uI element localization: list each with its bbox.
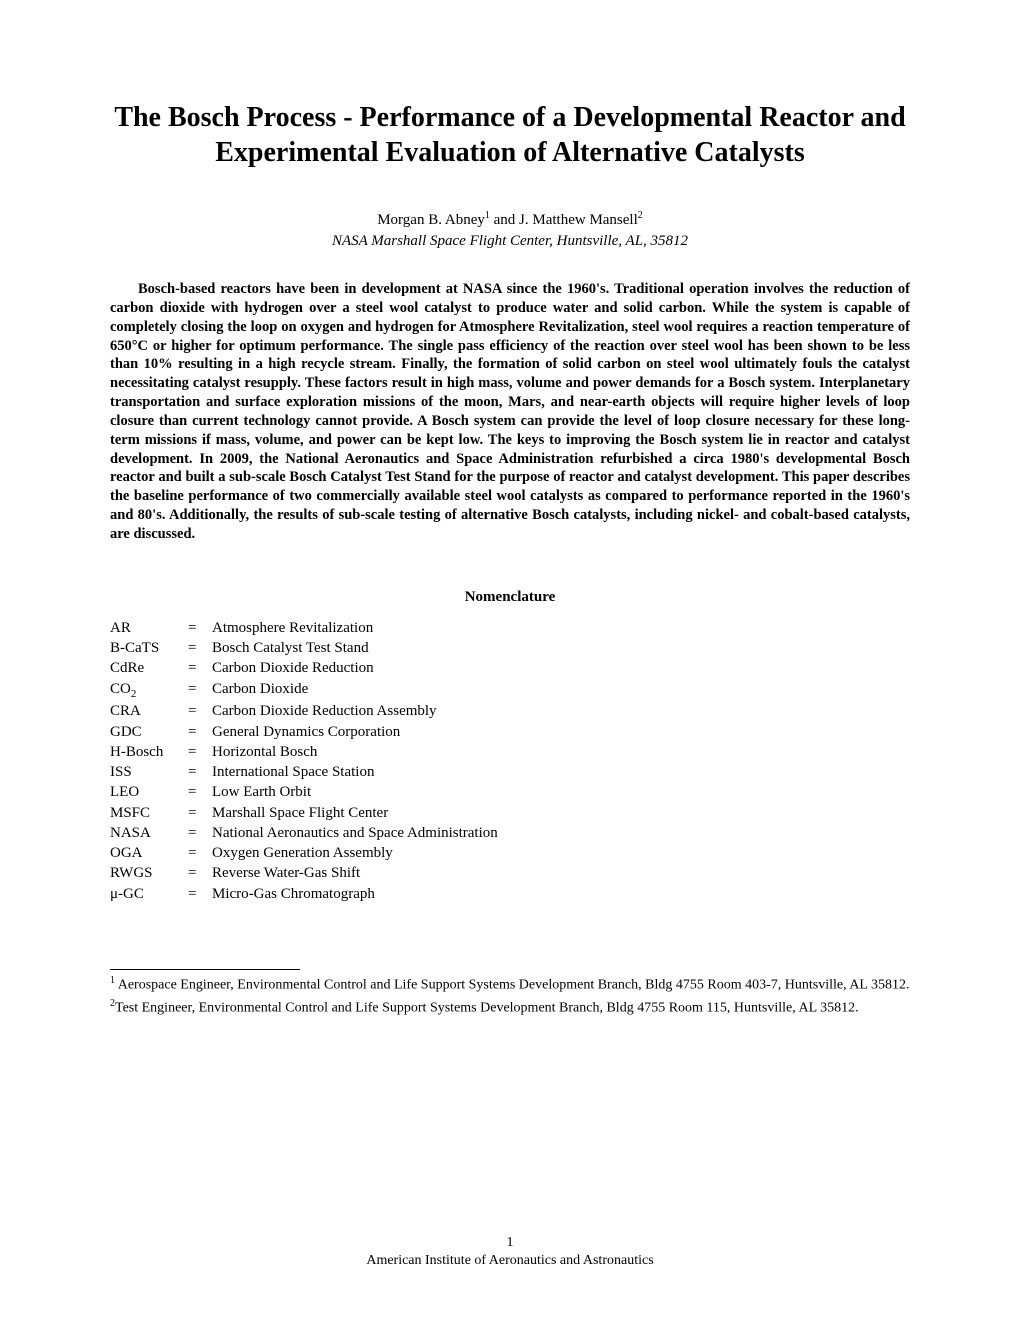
nomenclature-definition: Horizontal Bosch — [212, 742, 910, 762]
nomenclature-abbr: H-Bosch — [110, 742, 188, 762]
nomenclature-definition: General Dynamics Corporation — [212, 722, 910, 742]
nomenclature-equals: = — [188, 762, 212, 782]
nomenclature-row: H-Bosch = Horizontal Bosch — [110, 742, 910, 762]
nomenclature-equals: = — [188, 843, 212, 863]
author-2-sup: 2 — [638, 210, 643, 221]
footnote-1-text: Aerospace Engineer, Environmental Contro… — [115, 978, 909, 993]
nomenclature-abbr: OGA — [110, 843, 188, 863]
nomenclature-definition: National Aeronautics and Space Administr… — [212, 823, 910, 843]
nomenclature-abbr: CO2 — [110, 679, 188, 702]
nomenclature-definition: Carbon Dioxide Reduction — [212, 658, 910, 678]
nomenclature-row: CdRe = Carbon Dioxide Reduction — [110, 658, 910, 678]
footnotes: 1 Aerospace Engineer, Environmental Cont… — [110, 974, 910, 1018]
nomenclature-definition: Atmosphere Revitalization — [212, 618, 910, 638]
nomenclature-abbr: GDC — [110, 722, 188, 742]
nomenclature-abbr: ISS — [110, 762, 188, 782]
nomenclature-row: μ-GC = Micro-Gas Chromatograph — [110, 884, 910, 904]
footer-org: American Institute of Aeronautics and As… — [0, 1252, 1020, 1270]
nomenclature-row: B-CaTS = Bosch Catalyst Test Stand — [110, 638, 910, 658]
nomenclature-row: NASA = National Aeronautics and Space Ad… — [110, 823, 910, 843]
nomenclature-definition: Marshall Space Flight Center — [212, 803, 910, 823]
nomenclature-equals: = — [188, 658, 212, 678]
footnote-2: 2Test Engineer, Environmental Control an… — [110, 997, 910, 1018]
nomenclature-abbr: μ-GC — [110, 884, 188, 904]
nomenclature-equals: = — [188, 823, 212, 843]
nomenclature-equals: = — [188, 742, 212, 762]
nomenclature-equals: = — [188, 679, 212, 702]
footnote-separator — [110, 969, 300, 970]
nomenclature-row: ISS = International Space Station — [110, 762, 910, 782]
nomenclature-equals: = — [188, 638, 212, 658]
affiliation: NASA Marshall Space Flight Center, Hunts… — [110, 233, 910, 250]
nomenclature-equals: = — [188, 863, 212, 883]
paper-title: The Bosch Process - Performance of a Dev… — [110, 100, 910, 170]
nomenclature-row: RWGS = Reverse Water-Gas Shift — [110, 863, 910, 883]
nomenclature-equals: = — [188, 803, 212, 823]
nomenclature-row: MSFC = Marshall Space Flight Center — [110, 803, 910, 823]
nomenclature-definition: Oxygen Generation Assembly — [212, 843, 910, 863]
abstract-text: Bosch-based reactors have been in develo… — [110, 280, 910, 544]
authors-line: Morgan B. Abney1 and J. Matthew Mansell2 — [110, 210, 910, 229]
nomenclature-definition: Micro-Gas Chromatograph — [212, 884, 910, 904]
nomenclature-definition: Low Earth Orbit — [212, 782, 910, 802]
nomenclature-abbr: RWGS — [110, 863, 188, 883]
nomenclature-row: LEO = Low Earth Orbit — [110, 782, 910, 802]
nomenclature-definition: Reverse Water-Gas Shift — [212, 863, 910, 883]
footnote-1: 1 Aerospace Engineer, Environmental Cont… — [110, 974, 910, 995]
nomenclature-definition: Carbon Dioxide Reduction Assembly — [212, 701, 910, 721]
nomenclature-abbr: B-CaTS — [110, 638, 188, 658]
nomenclature-heading: Nomenclature — [110, 589, 910, 606]
nomenclature-equals: = — [188, 884, 212, 904]
nomenclature-abbr: NASA — [110, 823, 188, 843]
nomenclature-row: AR = Atmosphere Revitalization — [110, 618, 910, 638]
nomenclature-definition: International Space Station — [212, 762, 910, 782]
nomenclature-equals: = — [188, 782, 212, 802]
footnote-2-text: Test Engineer, Environmental Control and… — [115, 1000, 859, 1015]
page-number: 1 — [0, 1234, 1020, 1252]
nomenclature-equals: = — [188, 701, 212, 721]
nomenclature-definition: Bosch Catalyst Test Stand — [212, 638, 910, 658]
nomenclature-equals: = — [188, 722, 212, 742]
nomenclature-abbr: AR — [110, 618, 188, 638]
author-1-name: Morgan B. Abney — [377, 212, 485, 228]
nomenclature-row: GDC = General Dynamics Corporation — [110, 722, 910, 742]
nomenclature-row: CO2 = Carbon Dioxide — [110, 679, 910, 702]
author-2-name: J. Matthew Mansell — [519, 212, 638, 228]
nomenclature-abbr: CdRe — [110, 658, 188, 678]
page-footer: 1 American Institute of Aeronautics and … — [0, 1234, 1020, 1270]
authors-and: and — [490, 212, 519, 228]
nomenclature-abbr: CRA — [110, 701, 188, 721]
nomenclature-list: AR = Atmosphere Revitalization B-CaTS = … — [110, 618, 910, 904]
nomenclature-equals: = — [188, 618, 212, 638]
nomenclature-row: OGA = Oxygen Generation Assembly — [110, 843, 910, 863]
nomenclature-definition: Carbon Dioxide — [212, 679, 910, 702]
nomenclature-row: CRA = Carbon Dioxide Reduction Assembly — [110, 701, 910, 721]
nomenclature-abbr: MSFC — [110, 803, 188, 823]
nomenclature-abbr: LEO — [110, 782, 188, 802]
